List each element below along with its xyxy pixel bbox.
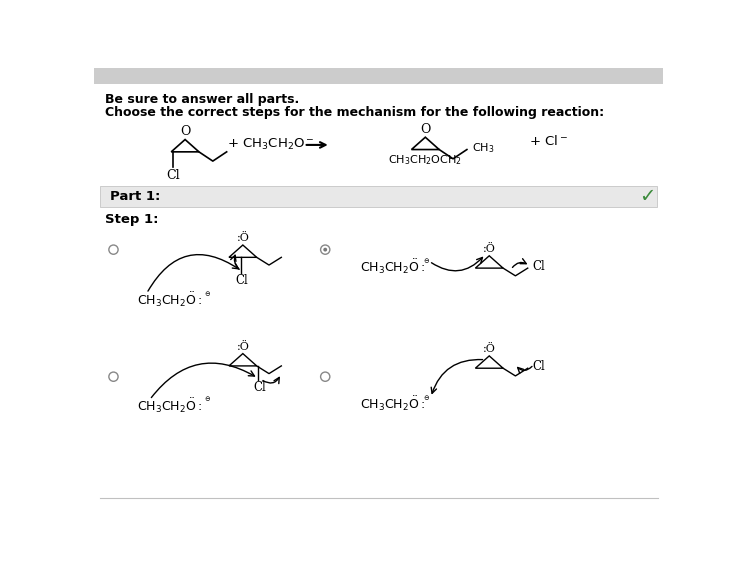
Text: Step 1:: Step 1: bbox=[105, 213, 158, 226]
Text: Cl: Cl bbox=[532, 360, 545, 373]
Text: Part 1:: Part 1: bbox=[109, 190, 160, 203]
Text: Cl: Cl bbox=[253, 381, 266, 395]
Text: Be sure to answer all parts.: Be sure to answer all parts. bbox=[105, 93, 299, 106]
Bar bbox=[95, 68, 664, 84]
Text: $\mathsf{CH_3CH_2\ddot{O}:}$: $\mathsf{CH_3CH_2\ddot{O}:}$ bbox=[360, 395, 425, 413]
Text: $^{⊖}$: $^{⊖}$ bbox=[203, 396, 211, 406]
Text: Choose the correct steps for the mechanism for the following reaction:: Choose the correct steps for the mechani… bbox=[105, 106, 604, 119]
Text: :Ö: :Ö bbox=[483, 344, 496, 354]
Text: $\mathsf{CH_3CH_2\ddot{O}:}$: $\mathsf{CH_3CH_2\ddot{O}:}$ bbox=[360, 258, 425, 276]
Text: $\mathsf{CH_3CH_2OCH_2}$: $\mathsf{CH_3CH_2OCH_2}$ bbox=[389, 153, 463, 167]
Text: :Ö: :Ö bbox=[236, 233, 249, 243]
Text: O: O bbox=[180, 125, 190, 138]
Text: O: O bbox=[420, 123, 431, 136]
Text: ✓: ✓ bbox=[639, 187, 655, 206]
Text: :Ö: :Ö bbox=[236, 342, 249, 352]
Text: Cl: Cl bbox=[166, 169, 180, 182]
Text: Cl: Cl bbox=[235, 275, 248, 288]
Text: Cl: Cl bbox=[532, 260, 545, 273]
Text: $+\ \mathsf{CH_3CH_2O^-}$: $+\ \mathsf{CH_3CH_2O^-}$ bbox=[227, 138, 314, 152]
Text: $\mathsf{CH_3CH_2\ddot{O}:}$: $\mathsf{CH_3CH_2\ddot{O}:}$ bbox=[137, 396, 202, 414]
Text: $^{⊖}$: $^{⊖}$ bbox=[203, 291, 211, 301]
Text: $^{⊖}$: $^{⊖}$ bbox=[423, 395, 430, 405]
Text: $^{⊖}$: $^{⊖}$ bbox=[423, 258, 430, 268]
Text: $\mathsf{CH_3}$: $\mathsf{CH_3}$ bbox=[471, 141, 494, 155]
Bar bbox=[101, 186, 657, 207]
Text: $\mathsf{CH_3CH_2\ddot{O}:}$: $\mathsf{CH_3CH_2\ddot{O}:}$ bbox=[137, 290, 202, 309]
Text: :Ö: :Ö bbox=[483, 244, 496, 254]
Circle shape bbox=[323, 248, 327, 251]
Text: $+\ \mathsf{Cl^-}$: $+\ \mathsf{Cl^-}$ bbox=[529, 134, 568, 148]
